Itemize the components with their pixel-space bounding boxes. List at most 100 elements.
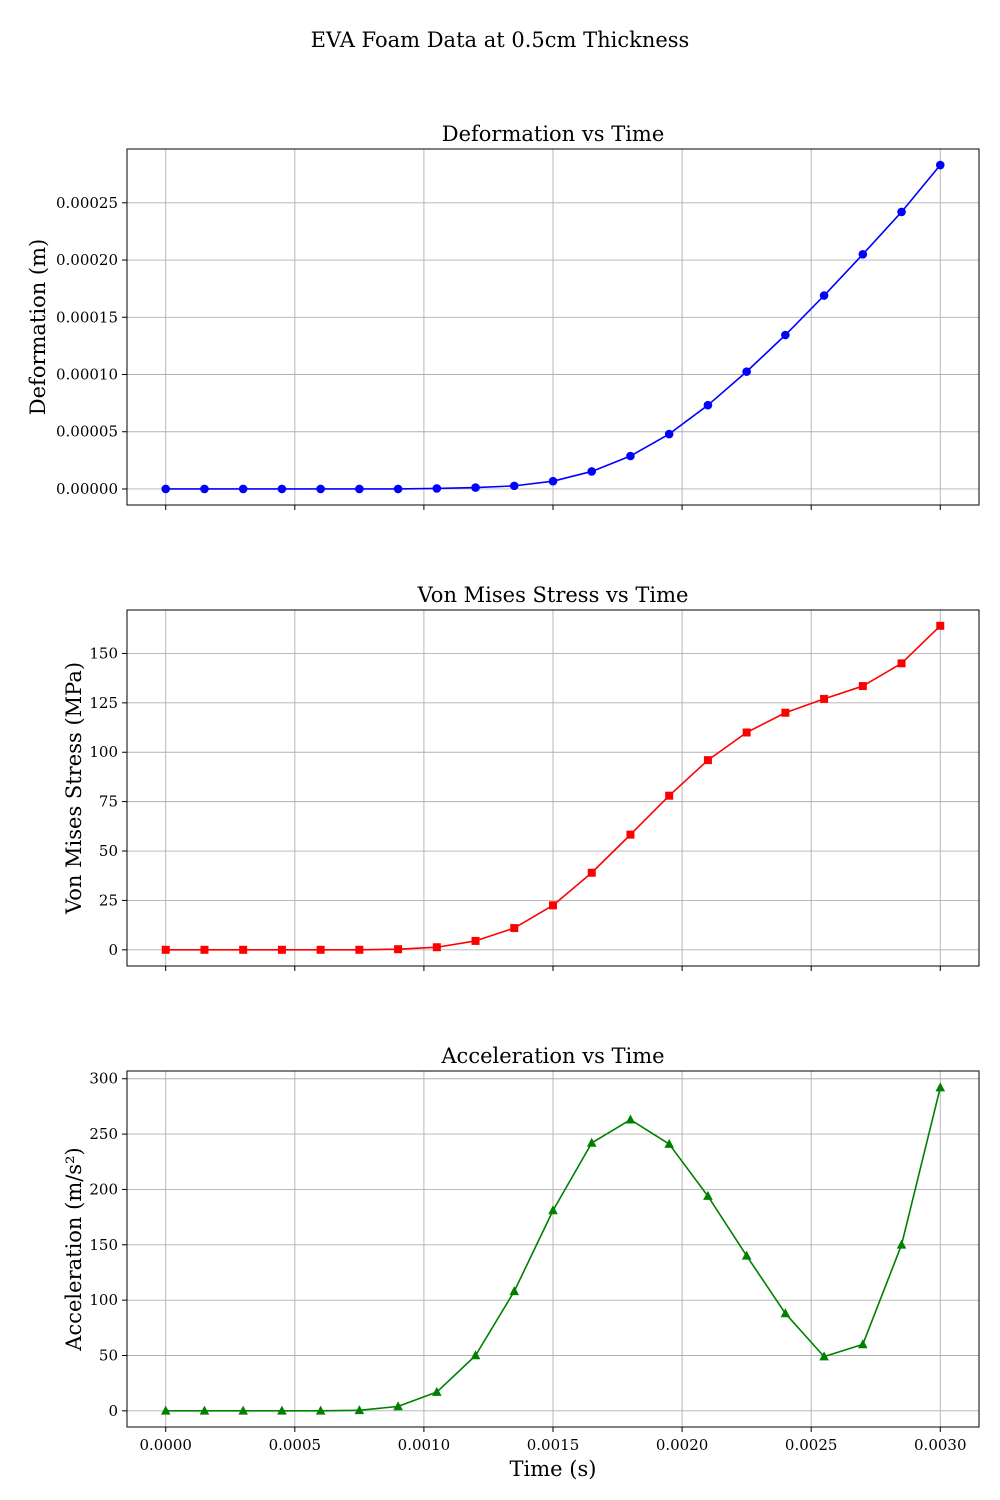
deformation-point	[858, 250, 868, 259]
deformation-y-tick-label: 0.00005	[56, 423, 118, 441]
acceleration-point	[935, 1082, 946, 1092]
deformation-point	[355, 484, 364, 494]
deformation-point	[742, 367, 751, 376]
stress-point	[355, 945, 364, 954]
stress-point	[858, 682, 867, 691]
stress-y-tick-label: 150	[89, 644, 118, 662]
deformation-title: Deformation vs Time	[442, 122, 665, 146]
deformation-y-axis-label: Deformation (m)	[26, 239, 50, 415]
stress-point	[200, 945, 209, 954]
acceleration-title: Acceleration vs Time	[440, 1044, 664, 1068]
deformation-y-tick-label: 0.00020	[56, 251, 118, 269]
stress-point	[432, 943, 441, 952]
stress-point	[394, 945, 403, 954]
deformation-point	[626, 451, 635, 461]
acceleration-point	[819, 1351, 829, 1361]
deformation-point	[819, 291, 829, 300]
stress-y-tick-label: 75	[99, 793, 118, 811]
acceleration-point	[664, 1138, 674, 1148]
acceleration-x-tick-label: 0.0005	[269, 1436, 322, 1454]
acceleration-point	[780, 1308, 791, 1318]
figure-title: EVA Foam Data at 0.5cm Thickness	[311, 28, 690, 52]
stress-point	[239, 945, 248, 954]
acceleration-plot-area: 0.0000 0.0005 0.0010 0.0015 0.0020 0.0025 0.00…	[89, 1070, 980, 1454]
deformation-y-tick-label: 0.00010	[56, 366, 118, 384]
stress-point	[820, 694, 829, 703]
acceleration-x-tick-label: 0.0015	[527, 1436, 580, 1454]
deformation-point	[432, 484, 442, 493]
stress-y-tick-label: 50	[99, 842, 118, 860]
acceleration-x-tick-label: 0.0000	[139, 1436, 192, 1454]
deformation-point	[238, 484, 248, 494]
acceleration-y-tick-label: 50	[99, 1346, 118, 1364]
stress-y-tick-label: 125	[89, 694, 118, 712]
deformation-point	[200, 484, 209, 494]
stress-y-tick-label: 0	[108, 941, 118, 959]
acceleration-x-tick-label: 0.0025	[785, 1436, 838, 1454]
deformation-y-tick-label: 0.00000	[56, 480, 118, 498]
stress-title: Von Mises Stress vs Time	[417, 583, 689, 607]
acceleration-point	[896, 1239, 907, 1249]
stress-point	[161, 945, 170, 954]
stress-y-tick-label: 25	[99, 891, 118, 909]
stress-point	[897, 659, 906, 668]
stress-point	[781, 708, 790, 717]
acceleration-point	[277, 1405, 287, 1415]
deformation-point	[161, 484, 171, 494]
stress-axes-frame	[126, 609, 980, 967]
acceleration-x-axis-label: Time (s)	[510, 1457, 597, 1481]
acceleration-x-tick-label: 0.0030	[914, 1436, 967, 1454]
acceleration-y-tick-label: 0	[108, 1402, 118, 1420]
panel-deformation: Deformation vs Time Deformation (m)	[26, 122, 664, 415]
acceleration-y-tick-label: 200	[89, 1180, 118, 1198]
acceleration-point	[238, 1405, 248, 1415]
acceleration-point	[741, 1250, 752, 1260]
acceleration-point	[586, 1137, 597, 1147]
deformation-point	[664, 429, 674, 439]
stress-y-tick-label: 100	[89, 743, 118, 761]
deformation-axes-frame	[126, 148, 980, 506]
deformation-point	[781, 330, 790, 340]
acceleration-point	[858, 1339, 868, 1349]
deformation-point	[509, 481, 519, 491]
acceleration-point	[432, 1386, 442, 1396]
acceleration-y-tick-label: 100	[89, 1291, 118, 1309]
deformation-plot-area: 0.00000 0.00005 0.00010 0.00015 0.00020 0.000…	[56, 148, 980, 510]
acceleration-y-axis-label: Acceleration (m/s²)	[62, 1147, 86, 1351]
deformation-y-tick-label: 0.00025	[56, 194, 118, 212]
stress-point	[626, 830, 635, 839]
acceleration-point	[625, 1114, 636, 1124]
acceleration-point	[199, 1405, 210, 1415]
deformation-point	[587, 467, 597, 476]
acceleration-axes-frame	[126, 1070, 980, 1428]
acceleration-point	[393, 1401, 403, 1411]
panel-acceleration: Acceleration vs Time Acceleration (m/s²)…	[62, 1044, 665, 1481]
stress-point	[316, 945, 325, 954]
acceleration-y-tick-label: 250	[89, 1125, 118, 1143]
acceleration-point	[470, 1350, 481, 1360]
stress-point	[703, 756, 712, 765]
acceleration-y-tick-label: 300	[89, 1070, 118, 1088]
stress-point	[665, 791, 674, 800]
panel-stress: Von Mises Stress vs Time Von Mises Stres…	[62, 583, 688, 915]
stress-plot-area: 0 25 50 75 100 125 150	[89, 609, 980, 971]
acceleration-point	[354, 1405, 365, 1415]
acceleration-y-tick-label: 150	[89, 1236, 118, 1254]
stress-y-axis-label: Von Mises Stress (MPa)	[62, 662, 86, 915]
deformation-point	[471, 483, 480, 492]
acceleration-x-tick-label: 0.0020	[656, 1436, 709, 1454]
stress-point	[936, 621, 945, 630]
deformation-point	[703, 400, 713, 410]
stress-point	[742, 728, 751, 737]
acceleration-point	[315, 1405, 326, 1415]
acceleration-point	[548, 1205, 558, 1215]
deformation-point	[548, 476, 558, 486]
stress-point	[471, 936, 480, 945]
acceleration-point	[509, 1286, 520, 1296]
acceleration-x-tick-label: 0.0010	[398, 1436, 451, 1454]
stress-point	[510, 924, 519, 933]
acceleration-point	[160, 1405, 171, 1415]
deformation-y-tick-label: 0.00015	[56, 308, 118, 326]
acceleration-point	[703, 1190, 713, 1200]
